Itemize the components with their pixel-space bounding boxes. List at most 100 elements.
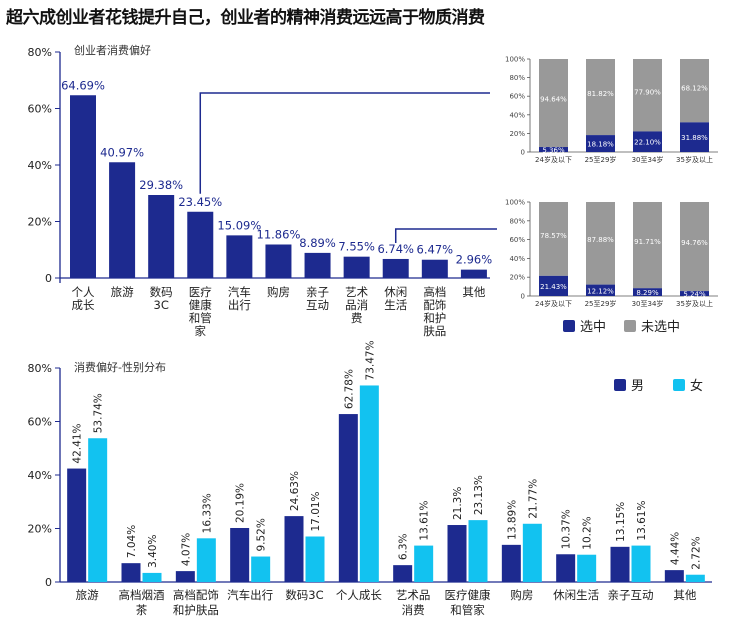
data-label: 20.19% — [235, 483, 247, 523]
bar — [175, 571, 195, 582]
bar — [196, 538, 216, 582]
category-label: 25至29岁 — [585, 299, 617, 308]
category-label: 配饰 — [423, 298, 446, 312]
category-label: 购房 — [267, 285, 290, 299]
y-tick-label: 20% — [28, 523, 52, 536]
bar-segment-unselected — [586, 202, 615, 285]
data-label: 23.13% — [473, 475, 485, 515]
data-label: 73.47% — [364, 340, 376, 380]
bar-segment-unselected — [633, 202, 662, 289]
bar — [338, 414, 358, 582]
data-label: 21.77% — [527, 479, 539, 519]
data-label: 10.2% — [582, 516, 594, 549]
category-label: 购房 — [510, 588, 533, 602]
data-label: 91.71% — [634, 238, 661, 246]
y-tick-label: 40% — [509, 111, 525, 119]
bar — [251, 556, 271, 582]
data-label: 4.44% — [669, 532, 681, 565]
category-label: 互动 — [306, 298, 329, 312]
bar — [187, 211, 214, 278]
data-label: 62.78% — [343, 369, 355, 409]
data-label: 22.10% — [634, 139, 661, 147]
bar — [501, 544, 521, 582]
data-label: 15.09% — [217, 218, 261, 232]
data-label: 42.41% — [72, 423, 84, 463]
category-label: 和管 — [189, 311, 212, 325]
bar — [67, 468, 87, 582]
data-label: 7.04% — [126, 525, 138, 558]
y-tick-label: 60% — [509, 236, 525, 244]
category-label: 数码3C — [285, 588, 323, 602]
bar-segment-selected — [633, 131, 662, 152]
data-label: 8.29% — [636, 289, 659, 297]
chart-title: 创业者消费偏好 — [74, 43, 151, 57]
y-tick-label: 0 — [45, 576, 52, 589]
category-label: 25至29岁 — [585, 155, 617, 164]
y-tick-label: 20% — [28, 216, 52, 229]
data-label: 6.47% — [417, 243, 454, 257]
category-label: 高档 — [423, 285, 446, 299]
bar — [577, 554, 597, 582]
y-tick-label: 100% — [505, 56, 525, 64]
category-label: 和护肤品 — [173, 603, 219, 617]
category-label: 高档配饰 — [173, 588, 219, 602]
category-label: 24岁及以下 — [535, 155, 572, 164]
legend-swatch-unselected — [624, 320, 636, 332]
category-label: 汽车出行 — [227, 588, 273, 602]
bar — [304, 252, 331, 278]
data-label: 53.74% — [93, 393, 105, 433]
bar — [70, 95, 96, 278]
data-label: 2.72% — [690, 536, 702, 569]
bar-segment-selected — [633, 288, 662, 296]
data-label: 8.89% — [299, 236, 336, 250]
bar-segment-selected — [539, 275, 568, 296]
bar — [468, 520, 488, 582]
bar — [447, 525, 467, 582]
category-label: 和护 — [423, 311, 446, 325]
y-tick-label: 0 — [521, 293, 525, 301]
data-label: 13.61% — [419, 501, 431, 541]
bar-segment-selected — [586, 135, 615, 152]
data-label: 81.82% — [587, 90, 614, 98]
bar-segment-unselected — [539, 202, 568, 276]
y-tick-label: 20% — [509, 274, 525, 282]
legend-label: 选中 — [580, 320, 606, 335]
data-label: 21.43% — [540, 283, 567, 291]
bar — [460, 269, 487, 278]
data-label: 7.55% — [338, 240, 375, 254]
bar-segment-unselected — [586, 59, 615, 136]
category-label: 艺术品 — [396, 588, 431, 602]
category-label: 旅游 — [111, 285, 134, 299]
data-label: 3.40% — [147, 535, 159, 568]
y-tick-label: 80% — [28, 362, 52, 375]
category-label: 亲子互动 — [608, 588, 654, 602]
bar-segment-selected — [586, 284, 615, 296]
legend-swatch-selected — [563, 320, 575, 332]
category-label: 费 — [351, 311, 363, 325]
y-tick-label: 60% — [28, 103, 52, 116]
bar — [121, 563, 141, 582]
bar — [284, 516, 304, 582]
category-label: 旅游 — [76, 588, 99, 602]
y-tick-label: 40% — [28, 159, 52, 172]
bar-segment-selected — [680, 122, 709, 152]
category-label: 成长 — [72, 298, 95, 312]
data-label: 23.45% — [178, 195, 222, 209]
y-tick-label: 60% — [509, 93, 525, 101]
category-label: 出行 — [228, 298, 251, 312]
data-label: 29.38% — [139, 178, 183, 192]
data-label: 13.61% — [636, 501, 648, 541]
bar — [421, 259, 448, 278]
category-label: 消费 — [402, 603, 425, 617]
connector-line — [394, 228, 497, 243]
bar — [230, 527, 250, 582]
bar-segment-unselected — [539, 59, 568, 148]
category-label: 艺术 — [345, 285, 368, 299]
data-label: 13.89% — [506, 500, 518, 540]
category-label: 家 — [195, 324, 207, 338]
category-label: 生活 — [384, 298, 407, 312]
category-label: 30至34岁 — [632, 299, 664, 308]
data-label: 12.12% — [587, 287, 614, 295]
data-label: 64.69% — [61, 78, 105, 92]
